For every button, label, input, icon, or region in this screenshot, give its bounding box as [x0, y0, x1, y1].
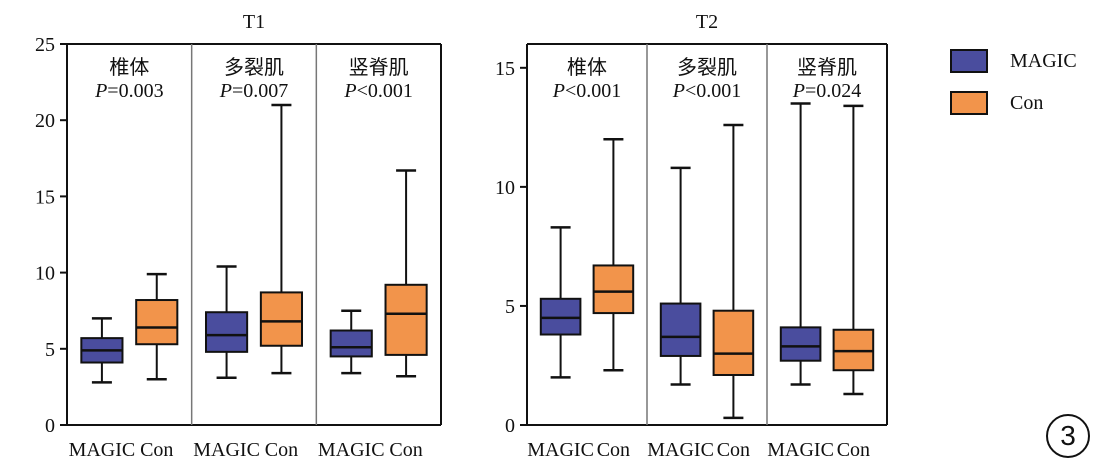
legend-swatch-con — [950, 91, 988, 115]
panel-t1-group-name: 多裂肌 — [224, 56, 284, 79]
panel-t1-con-box — [259, 291, 303, 347]
panel-t2-ytick-label: 10 — [495, 177, 515, 199]
panel-t1-ytick-label: 0 — [45, 415, 55, 437]
panel-t2-x-tick-label: Con — [717, 439, 750, 461]
panel-t1-ytick-label: 5 — [45, 339, 55, 361]
panel-t2-group-name: 多裂肌 — [677, 56, 737, 79]
panel-t1-group-name: 椎体 — [109, 56, 149, 79]
legend-item-magic: MAGIC — [950, 48, 1077, 74]
panel-t2-p-value: P<0.001 — [552, 80, 622, 102]
legend-label-magic: MAGIC — [1010, 49, 1077, 72]
panel-t1-title: T1 — [243, 11, 265, 33]
panel-t2-p-value: P<0.001 — [672, 80, 742, 102]
panel-t1-p-value: P<0.001 — [343, 80, 413, 102]
panel-t2-magic-box — [779, 326, 822, 362]
legend: MAGIC Con — [950, 48, 1077, 132]
panel-t1-x-tick-label: MAGIC — [318, 439, 385, 461]
legend-item-con: Con — [950, 90, 1077, 116]
panel-t2-ytick-label: 15 — [495, 58, 515, 80]
panel-t2-title: T2 — [696, 11, 718, 33]
panel-t1-ytick-label: 10 — [35, 263, 55, 285]
panel-t2-group-name: 椎体 — [567, 56, 607, 79]
panel-t1-ytick-label: 25 — [35, 34, 55, 56]
panel-t2-con-box — [712, 309, 755, 376]
panel-t2-x-tick-label: Con — [597, 439, 630, 461]
legend-label-con: Con — [1010, 91, 1044, 114]
panel-t1-magic-box — [329, 329, 373, 358]
panel-t1-con-box — [135, 299, 179, 346]
panel-t2-x-tick-label: MAGIC — [647, 439, 714, 461]
panel-t2-magic-box — [659, 302, 702, 357]
panel-t2-ytick-label: 0 — [505, 415, 515, 437]
panel-t1-x-tick-label: Con — [140, 439, 173, 461]
panel-t2-x-tick-label: MAGIC — [767, 439, 834, 461]
panel-t2-x-tick-label: Con — [837, 439, 870, 461]
panel-t1-x-tick-label: Con — [389, 439, 422, 461]
panel-t2-ytick-label: 5 — [505, 296, 515, 318]
panel-t2-x-tick-label: MAGIC — [527, 439, 594, 461]
panel-t1-con-box — [384, 283, 428, 356]
panel-t1-x-tick-label: MAGIC — [193, 439, 260, 461]
panel-t2-group-name: 竖脊肌 — [797, 56, 857, 79]
panel-t2-con-box — [592, 264, 635, 315]
panel-t2-p-value: P=0.024 — [792, 80, 862, 102]
panel-t1-group-name: 竖脊肌 — [349, 56, 409, 79]
panel-t1-magic-box — [205, 311, 249, 353]
panel-t1-ytick-label: 20 — [35, 110, 55, 132]
legend-swatch-magic — [950, 49, 988, 73]
panel-t1-x-tick-label: Con — [265, 439, 298, 461]
panel-t1-p-value: P=0.007 — [219, 80, 289, 102]
panel-t1-p-value: P=0.003 — [94, 80, 164, 102]
panel-t1-ytick-label: 15 — [35, 186, 55, 208]
figure-number-badge: 3 — [1046, 414, 1090, 458]
panel-t1-x-tick-label: MAGIC — [69, 439, 136, 461]
